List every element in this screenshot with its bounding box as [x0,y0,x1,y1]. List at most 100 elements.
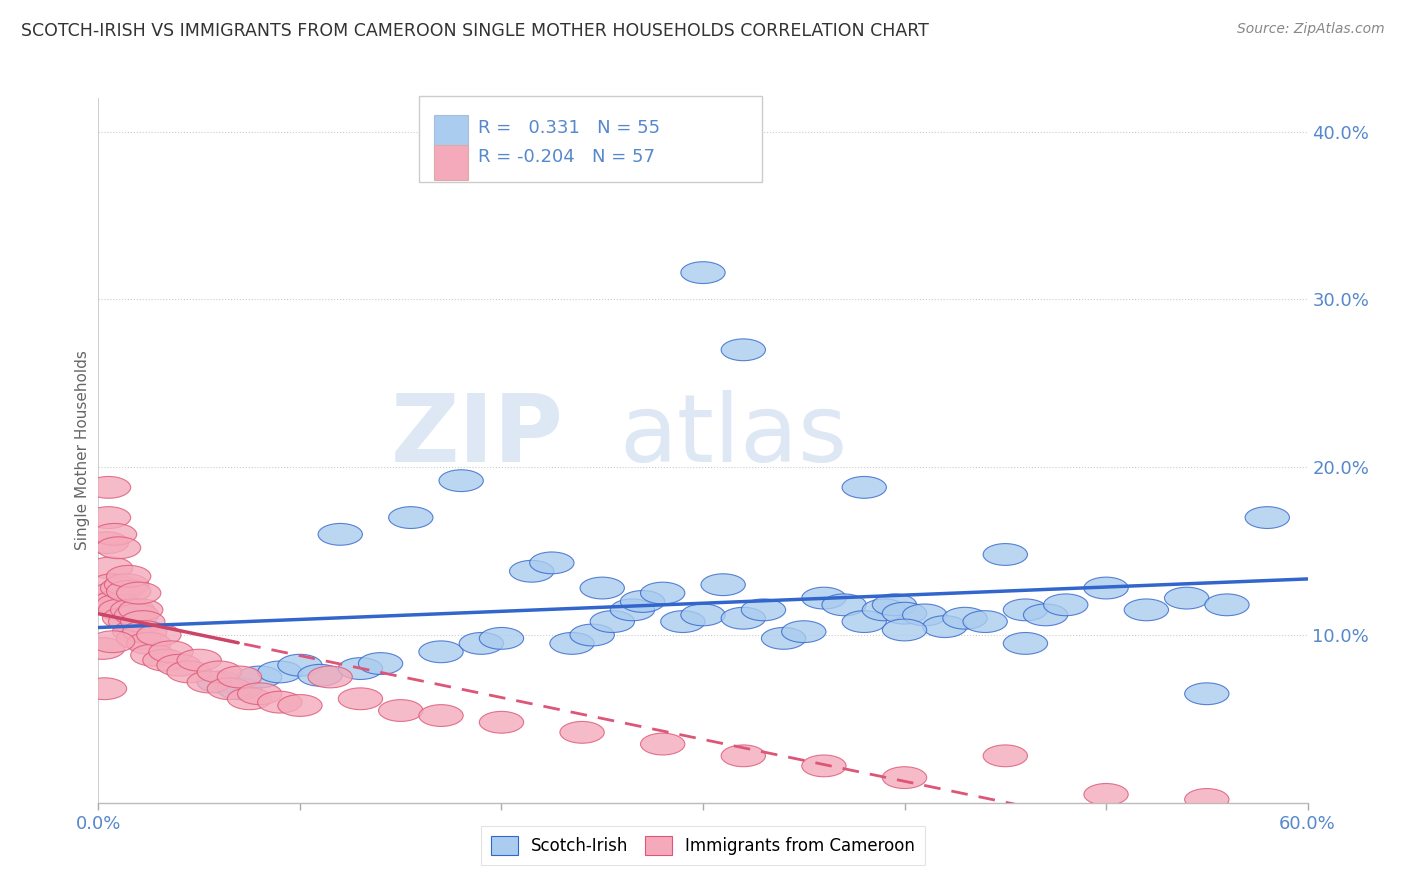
Ellipse shape [1004,599,1047,621]
Ellipse shape [569,624,614,646]
Ellipse shape [883,619,927,640]
Ellipse shape [419,640,463,663]
Ellipse shape [278,695,322,716]
Ellipse shape [509,560,554,582]
Ellipse shape [318,524,363,545]
Ellipse shape [238,666,281,688]
Ellipse shape [842,611,886,632]
Ellipse shape [114,604,159,626]
Ellipse shape [89,557,132,579]
Text: ZIP: ZIP [391,391,564,483]
Ellipse shape [883,602,927,624]
Ellipse shape [238,683,281,705]
Ellipse shape [218,666,262,688]
Ellipse shape [112,621,157,642]
Ellipse shape [782,621,825,642]
Ellipse shape [530,552,574,574]
Ellipse shape [681,604,725,626]
Ellipse shape [1246,507,1289,528]
Ellipse shape [131,644,174,666]
Text: R =   0.331   N = 55: R = 0.331 N = 55 [478,119,661,136]
Ellipse shape [308,666,353,688]
Ellipse shape [97,594,141,615]
Ellipse shape [107,581,150,602]
Ellipse shape [136,624,181,646]
Ellipse shape [983,745,1028,767]
Ellipse shape [581,577,624,599]
Ellipse shape [439,470,484,491]
Ellipse shape [100,577,145,599]
Ellipse shape [460,632,503,655]
Ellipse shape [127,632,172,655]
Ellipse shape [90,631,135,653]
Ellipse shape [93,582,136,604]
Ellipse shape [862,599,907,621]
Ellipse shape [104,574,149,596]
Ellipse shape [721,339,765,360]
Ellipse shape [823,594,866,615]
Ellipse shape [1004,632,1047,655]
Ellipse shape [801,755,846,777]
Ellipse shape [117,627,160,649]
Ellipse shape [1043,594,1088,615]
Ellipse shape [903,604,946,626]
Ellipse shape [86,476,131,499]
Ellipse shape [741,599,786,621]
Ellipse shape [122,621,167,642]
Ellipse shape [167,661,211,683]
Ellipse shape [103,607,146,629]
Ellipse shape [90,574,135,596]
Ellipse shape [86,507,131,528]
Ellipse shape [479,627,523,649]
Ellipse shape [1205,594,1249,615]
Ellipse shape [872,594,917,615]
Ellipse shape [641,733,685,755]
Ellipse shape [80,638,125,659]
Ellipse shape [187,671,232,693]
Ellipse shape [197,671,242,693]
Ellipse shape [149,640,193,663]
Ellipse shape [108,611,153,632]
Ellipse shape [157,655,201,676]
Ellipse shape [560,722,605,743]
Ellipse shape [339,657,382,680]
Ellipse shape [197,661,242,683]
Ellipse shape [1125,599,1168,621]
Ellipse shape [111,599,155,621]
Text: SCOTCH-IRISH VS IMMIGRANTS FROM CAMEROON SINGLE MOTHER HOUSEHOLDS CORRELATION CH: SCOTCH-IRISH VS IMMIGRANTS FROM CAMEROON… [21,22,929,40]
Ellipse shape [98,599,143,621]
Ellipse shape [97,537,141,558]
Ellipse shape [1185,789,1229,810]
Ellipse shape [94,591,139,613]
Ellipse shape [1024,604,1067,626]
Ellipse shape [702,574,745,596]
Ellipse shape [93,524,136,545]
Ellipse shape [681,261,725,284]
Legend: Scotch-Irish, Immigrants from Cameroon: Scotch-Irish, Immigrants from Cameroon [481,826,925,865]
Ellipse shape [107,566,150,587]
Ellipse shape [359,653,402,674]
Ellipse shape [721,607,765,629]
Ellipse shape [479,711,523,733]
Ellipse shape [762,627,806,649]
Ellipse shape [842,476,886,499]
Ellipse shape [963,611,1007,632]
Ellipse shape [922,615,967,638]
Text: Source: ZipAtlas.com: Source: ZipAtlas.com [1237,22,1385,37]
Text: atlas: atlas [620,391,848,483]
Ellipse shape [177,649,221,671]
Ellipse shape [143,649,187,671]
Ellipse shape [1185,683,1229,705]
Ellipse shape [228,688,271,710]
Ellipse shape [118,599,163,621]
Ellipse shape [641,582,685,604]
Ellipse shape [117,582,160,604]
Ellipse shape [207,678,252,699]
Ellipse shape [1164,587,1209,609]
Ellipse shape [983,543,1028,566]
Ellipse shape [298,665,342,686]
Ellipse shape [620,591,665,613]
Ellipse shape [661,611,704,632]
Ellipse shape [257,661,302,683]
Ellipse shape [943,607,987,629]
